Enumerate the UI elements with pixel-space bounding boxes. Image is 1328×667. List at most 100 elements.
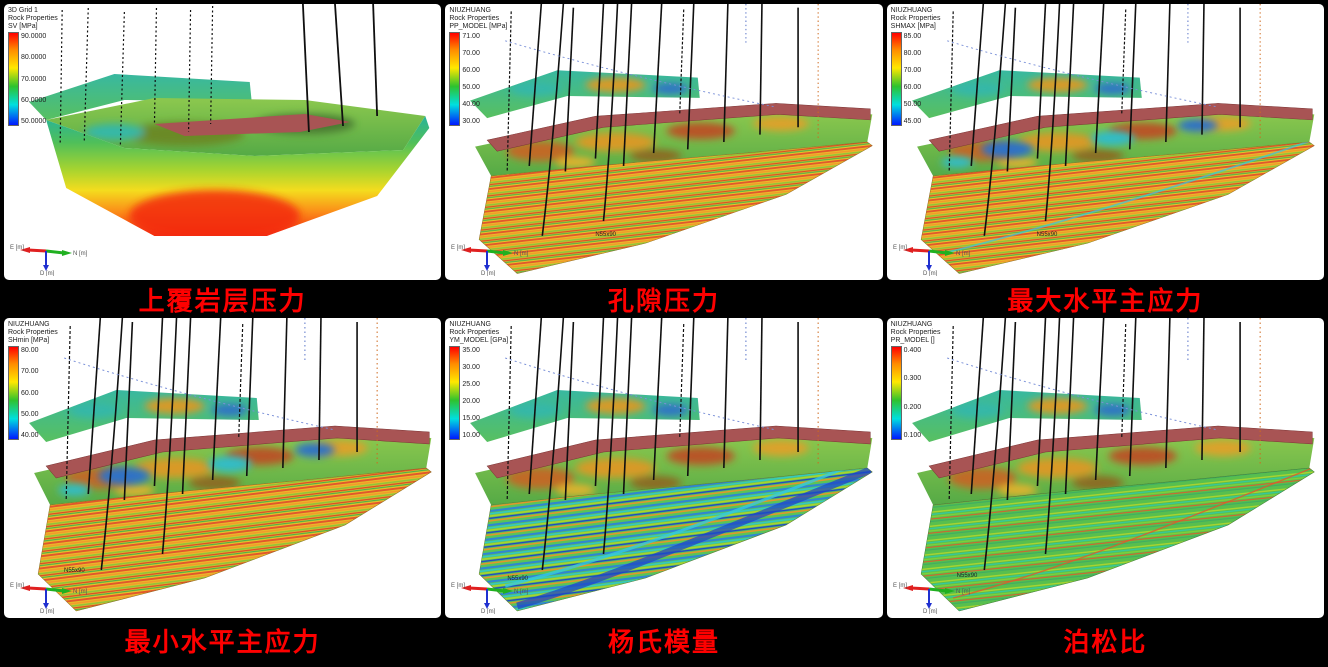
well-label: N55x90: [1036, 232, 1058, 238]
tick: 40.00: [462, 101, 480, 108]
colorbar: [449, 32, 461, 126]
axis-east-label: E [m]: [893, 245, 907, 251]
viewport-overburden: 3D Grid 1 Rock Properties SV [MPa] 90.00…: [4, 4, 442, 280]
tick: 50.00: [903, 101, 922, 108]
blue-strata-band: [516, 468, 872, 610]
axis-north-label: N [m]: [956, 589, 971, 595]
colorbar: [8, 346, 19, 440]
pressure-hotspot: [129, 190, 300, 236]
tick: 85.00: [903, 33, 922, 40]
tick: 35.00: [462, 347, 480, 354]
model-render-pp: [470, 4, 874, 274]
axis-down-label: D [m]: [481, 271, 496, 276]
axis-down-label: D [m]: [923, 609, 938, 614]
tick: 60.00: [462, 67, 480, 74]
panel-caption: 最小水平主应力: [124, 627, 321, 657]
tick: 80.00: [903, 50, 922, 57]
colorbar-legend: NIUZHUANG Rock Properties YM_MODEL [GPa]…: [449, 321, 508, 440]
viewport-shmax: NIUZHUANG Rock Properties SHMAX [MPa] 85…: [886, 4, 1324, 280]
panel-caption: 泊松比: [1063, 627, 1148, 657]
legend-line3: PP_MODEL [MPa]: [449, 23, 508, 30]
colorbar-ticks: 35.00 30.00 25.00 20.00 15.00 10.00: [462, 346, 480, 440]
legend-line2: Rock Properties: [8, 15, 58, 22]
axis-north-label: N [m]: [73, 589, 88, 595]
upper-terrace: [911, 390, 1142, 442]
tick: 70.00: [21, 368, 39, 376]
model-render-shmax: [911, 4, 1315, 274]
front-face: [37, 467, 432, 612]
legend-line1: 3D Grid 1: [8, 7, 38, 14]
legend-line3: YM_MODEL [GPa]: [449, 337, 509, 344]
fault-band: [154, 114, 351, 136]
tick: 20.00: [462, 398, 480, 405]
axis-north-label: N [m]: [73, 251, 88, 257]
tick: 60.0000: [21, 96, 47, 104]
well-label: N55x90: [956, 573, 978, 579]
axis-down-label: D [m]: [923, 271, 938, 276]
panel-poissons-ratio: NIUZHUANG Rock Properties PR_MODEL [] 0.…: [886, 318, 1324, 663]
tick: 0.400: [903, 347, 922, 354]
panel-shmax: NIUZHUANG Rock Properties SHMAX [MPa] 85…: [886, 4, 1324, 318]
tick: 70.0000: [21, 75, 47, 83]
tick: 30.00: [462, 364, 480, 371]
legend-line1: NIUZHUANG: [890, 7, 933, 14]
axis-down-label: D [m]: [40, 609, 55, 614]
model-render-shmin: [29, 318, 432, 612]
legend-line2: Rock Properties: [890, 329, 941, 336]
legend-line2: Rock Properties: [8, 329, 58, 336]
legend-line1: NIUZHUANG: [449, 321, 491, 328]
colorbar: [890, 346, 902, 440]
axis-east-label: E [m]: [893, 583, 907, 589]
upper-terrace: [911, 70, 1142, 119]
axis-triad: E [m] N [m] D [m]: [893, 583, 971, 614]
panel-caption: 孔隙压力: [607, 285, 720, 316]
front-face: [479, 467, 874, 612]
viewport-youngs-modulus: NIUZHUANG Rock Properties YM_MODEL [GPa]…: [445, 318, 883, 618]
tick: 25.00: [462, 381, 480, 388]
panel-pore-pressure: NIUZHUANG Rock Properties PP_MODEL [MPa]…: [445, 4, 883, 318]
well-label: N55x90: [64, 568, 85, 574]
colorbar: [890, 32, 902, 126]
model-render-sv: [29, 4, 430, 236]
viewport-poissons-ratio: NIUZHUANG Rock Properties PR_MODEL [] 0.…: [886, 318, 1324, 618]
front-face: [479, 141, 874, 274]
legend-line1: NIUZHUANG: [449, 7, 491, 14]
colorbar-ticks: 71.00 70.00 60.00 50.00 40.00 30.00: [462, 32, 480, 126]
well-label: N55x90: [507, 576, 529, 582]
legend-line1: NIUZHUANG: [8, 321, 50, 328]
colorbar-legend: 3D Grid 1 Rock Properties SV [MPa] 90.00…: [8, 7, 58, 126]
colorbar: [8, 32, 19, 126]
legend-line3: SV [MPa]: [8, 23, 38, 30]
colorbar: [449, 346, 461, 440]
strata-streak: [946, 142, 1313, 254]
axis-down-label: D [m]: [40, 271, 55, 276]
axis-triad: E [m] N [m] D [m]: [893, 245, 971, 276]
viewport-pore-pressure: NIUZHUANG Rock Properties PP_MODEL [MPa]…: [445, 4, 883, 280]
panel-overburden-pressure: 3D Grid 1 Rock Properties SV [MPa] 90.00…: [4, 4, 442, 318]
tick: 15.00: [462, 415, 480, 422]
axis-triad: E [m] N [m] D [m]: [451, 245, 529, 276]
well-label: N55x90: [595, 232, 617, 238]
tick: 0.200: [903, 403, 922, 411]
axis-triad: E [m] N [m] D [m]: [10, 583, 88, 614]
legend-line2: Rock Properties: [449, 329, 500, 336]
axis-east-label: E [m]: [10, 245, 24, 251]
colorbar-legend: NIUZHUANG Rock Properties SHmin [MPa] 80…: [8, 321, 58, 440]
colorbar-legend: NIUZHUANG Rock Properties PR_MODEL [] 0.…: [890, 321, 941, 440]
legend-line3: SHMAX [MPa]: [890, 23, 936, 30]
axis-north-label: N [m]: [514, 589, 529, 595]
tick: 45.00: [903, 118, 922, 125]
tick: 0.100: [903, 431, 922, 439]
tick: 60.00: [903, 84, 922, 91]
axis-triad: E [m] N [m] D [m]: [10, 245, 88, 276]
legend-line2: Rock Properties: [449, 15, 500, 22]
tick: 70.00: [903, 67, 922, 74]
cyan-strata-band: [505, 468, 872, 588]
axis-north-label: N [m]: [956, 251, 971, 257]
well-trajectories: [59, 4, 379, 147]
panel-youngs-modulus: NIUZHUANG Rock Properties YM_MODEL [GPa]…: [445, 318, 883, 663]
tick: 71.00: [462, 33, 480, 40]
model-render-ym: [470, 318, 874, 612]
tick: 0.300: [903, 375, 922, 383]
tick: 10.00: [462, 432, 480, 439]
